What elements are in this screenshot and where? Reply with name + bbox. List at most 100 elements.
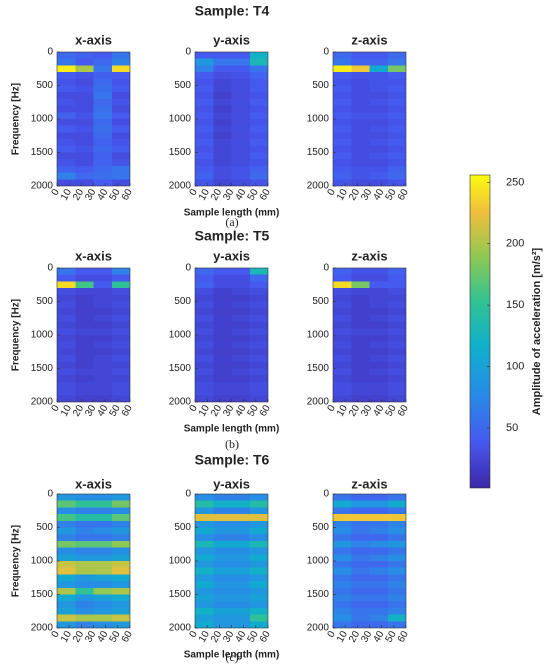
heatmap-cell <box>111 308 130 315</box>
heatmap-cell <box>93 335 112 342</box>
heatmap-cell <box>351 527 370 535</box>
heatmap-cell <box>111 368 130 376</box>
heatmap-cell <box>57 58 76 66</box>
heatmap-cell <box>231 152 250 160</box>
heatmap-cell <box>249 308 268 315</box>
colorbar-tick-label: 50 <box>506 422 518 434</box>
heatmap-cell <box>111 547 130 555</box>
x-tick-label: 30 <box>83 629 98 645</box>
x-tick-label: 0 <box>50 187 63 198</box>
heatmap-cell <box>75 85 94 93</box>
heatmap-cell <box>57 165 76 173</box>
heatmap-cell <box>249 527 268 535</box>
heatmap-cell <box>387 540 406 548</box>
heatmap-cell <box>57 112 76 119</box>
heatmap-cell <box>213 308 232 315</box>
heatmap-cell <box>111 554 130 561</box>
y-tick-label: 2000 <box>169 181 192 192</box>
heatmap-cell <box>231 112 250 119</box>
heatmap-cell <box>333 132 352 140</box>
heatmap-cell <box>75 98 94 106</box>
heatmap-cell <box>351 119 370 126</box>
heatmap-cell <box>387 547 406 555</box>
heatmap-cell <box>231 621 250 628</box>
heatmap-cell <box>369 500 388 508</box>
heatmap-cell <box>351 500 370 508</box>
x-axis-label: Sample length (mm) <box>184 650 280 661</box>
heatmap-cell <box>249 587 268 595</box>
heatmap-cell <box>351 52 370 59</box>
heatmap-cell <box>57 294 76 302</box>
heatmap-cell <box>333 112 352 119</box>
group-title: Sample: T4 <box>195 3 270 19</box>
heatmap-cell <box>93 145 112 153</box>
heatmap-cell <box>195 105 214 113</box>
heatmap-cell <box>57 328 76 335</box>
heatmap-cell <box>111 119 130 126</box>
heatmap-cell <box>213 268 232 275</box>
heatmap-cell <box>351 355 370 362</box>
heatmap-cell <box>213 281 232 289</box>
heatmap-cell <box>111 328 130 335</box>
heatmap-cell <box>93 294 112 302</box>
x-tick-label: 0 <box>188 403 201 414</box>
x-tick-label: 50 <box>246 187 261 203</box>
heatmap-cell <box>75 314 94 322</box>
y-tick-label: 1000 <box>169 330 192 341</box>
heatmap-cell <box>213 72 232 79</box>
heatmap-cell <box>231 268 250 275</box>
heatmap-cell <box>57 355 76 362</box>
heatmap-cell <box>387 119 406 126</box>
x-tick-label: 10 <box>335 187 350 203</box>
heatmap-cell <box>369 78 388 86</box>
x-tick-label: 30 <box>359 629 374 645</box>
y-tick-label: 500 <box>36 296 53 307</box>
heatmap-cell <box>231 534 250 541</box>
heatmap-cell <box>231 494 250 501</box>
heatmap-cell <box>111 288 130 295</box>
heatmap-cell <box>75 614 94 622</box>
heatmap-cell <box>231 308 250 315</box>
heatmap-cell <box>231 159 250 166</box>
heatmap-cell <box>333 494 352 501</box>
heatmap-cell <box>57 72 76 79</box>
heatmap-cell <box>351 574 370 582</box>
heatmap-cell <box>387 268 406 275</box>
heatmap-cell <box>93 274 112 282</box>
heatmap-cell <box>57 520 76 528</box>
heatmap-cell <box>93 514 112 521</box>
heatmap-cell <box>231 341 250 349</box>
heatmap-cell <box>111 112 130 119</box>
heatmap-cell <box>387 152 406 160</box>
heatmap-cell <box>195 368 214 376</box>
heatmap-cell <box>111 159 130 166</box>
x-tick-label: 0 <box>50 403 63 414</box>
heatmap-cell <box>369 314 388 322</box>
heatmap-cell <box>93 500 112 508</box>
heatmap-cell <box>333 179 352 186</box>
y-tick-label: 1000 <box>169 114 192 125</box>
heatmap-cell <box>93 152 112 160</box>
y-tick-label: 500 <box>36 522 53 533</box>
heatmap-cell <box>231 348 250 356</box>
x-tick-label: 30 <box>83 187 98 203</box>
heatmap-cell <box>387 527 406 535</box>
heatmap-cell <box>213 375 232 382</box>
heatmap-cell <box>93 494 112 501</box>
heatmap-cell <box>231 587 250 595</box>
heatmap-cell <box>75 527 94 535</box>
x-tick-label: 30 <box>359 403 374 419</box>
heatmap-cell <box>231 375 250 382</box>
heatmap-cell <box>231 614 250 622</box>
heatmap-cell <box>75 601 94 608</box>
heatmap-cell <box>93 119 112 126</box>
heatmap-cell <box>249 328 268 335</box>
heatmap-cell <box>75 381 94 389</box>
heatmap-cell <box>75 540 94 548</box>
heatmap-cell <box>195 561 214 568</box>
heatmap-cell <box>213 274 232 282</box>
x-tick-label: 10 <box>59 403 74 419</box>
x-tick-label: 50 <box>384 629 399 645</box>
panel-title: x-axis <box>75 248 112 263</box>
heatmap-cell <box>93 540 112 548</box>
